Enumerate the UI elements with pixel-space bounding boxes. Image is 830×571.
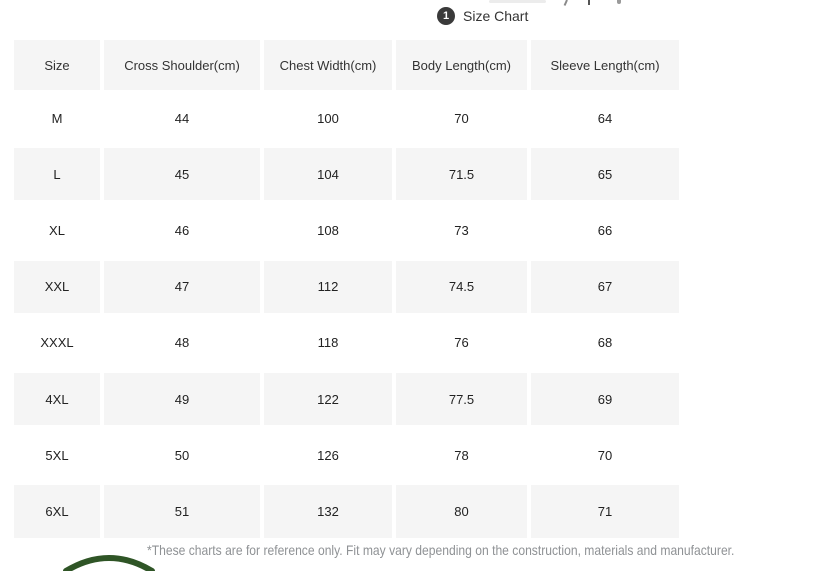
- size-label-cell: M: [51, 110, 63, 126]
- measurement-cell: 112: [264, 258, 392, 315]
- measurement-cell: 65: [531, 146, 679, 203]
- reference-disclaimer: *These charts are for reference only. Fi…: [147, 542, 735, 558]
- size-label-cell: 4XL: [14, 370, 100, 428]
- measurement-cell: 48: [174, 335, 190, 351]
- column-header: Chest Width(cm): [264, 40, 392, 90]
- cropped-text-fragment: [617, 0, 621, 4]
- measurement-cell: 51: [104, 483, 260, 540]
- measurement-cell: 47: [104, 258, 260, 315]
- size-chart-title: Size Chart: [463, 8, 529, 24]
- measurement-cell: 122: [264, 370, 392, 428]
- measurement-cell: 46: [174, 222, 190, 238]
- cropped-text-fragment: [563, 0, 568, 6]
- column-header: Cross Shoulder(cm): [104, 40, 260, 90]
- measurement-cell: 66: [597, 222, 613, 238]
- column-header: Body Length(cm): [396, 40, 527, 90]
- product-image-collar-arc: [63, 555, 155, 571]
- column-header: Size: [14, 40, 100, 90]
- size-chart-table: Size Cross Shoulder(cm) Chest Width(cm) Bod…: [14, 40, 679, 540]
- measurement-cell: 132: [264, 483, 392, 540]
- measurement-cell: 104: [264, 146, 392, 203]
- step-number-badge: 1: [437, 7, 455, 25]
- measurement-cell: 68: [597, 335, 613, 351]
- measurement-cell: 44: [174, 110, 190, 126]
- measurement-cell: 108: [317, 222, 339, 238]
- cropped-text-fragment: [588, 0, 590, 5]
- column-header: Sleeve Length(cm): [531, 40, 679, 90]
- measurement-cell: 73: [454, 222, 469, 238]
- size-label-cell: L: [14, 146, 100, 203]
- measurement-cell: 69: [531, 370, 679, 428]
- measurement-cell: 71: [531, 483, 679, 540]
- size-label-cell: 5XL: [45, 447, 69, 463]
- cropped-text-fragment: [489, 0, 546, 3]
- measurement-cell: 126: [317, 447, 339, 463]
- size-label-cell: XL: [49, 222, 65, 238]
- measurement-cell: 78: [454, 447, 469, 463]
- measurement-cell: 100: [317, 110, 339, 126]
- measurement-cell: 45: [104, 146, 260, 203]
- measurement-cell: 67: [531, 258, 679, 315]
- size-label-cell: XXXL: [40, 335, 74, 351]
- measurement-cell: 76: [454, 335, 469, 351]
- measurement-cell: 64: [597, 110, 613, 126]
- measurement-cell: 49: [104, 370, 260, 428]
- measurement-cell: 80: [396, 483, 527, 540]
- size-label-cell: XXL: [14, 258, 100, 315]
- size-label-cell: 6XL: [14, 483, 100, 540]
- measurement-cell: 77.5: [396, 370, 527, 428]
- measurement-cell: 74.5: [396, 258, 527, 315]
- measurement-cell: 50: [174, 447, 190, 463]
- measurement-cell: 118: [317, 335, 339, 351]
- measurement-cell: 70: [454, 110, 469, 126]
- measurement-cell: 70: [597, 447, 613, 463]
- measurement-cell: 71.5: [396, 146, 527, 203]
